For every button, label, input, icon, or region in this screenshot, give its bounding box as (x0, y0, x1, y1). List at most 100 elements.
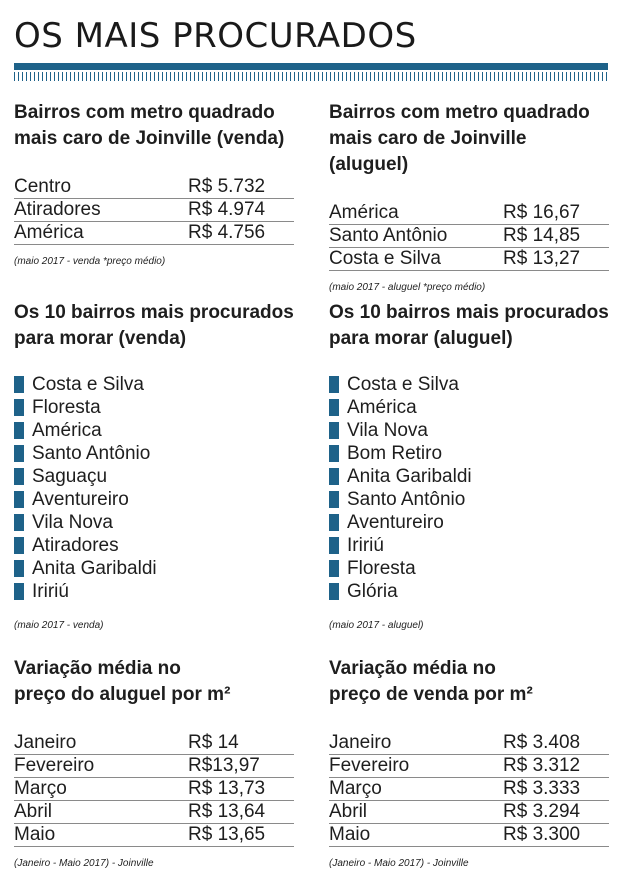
table-row: Abril R$ 13,64 (14, 801, 294, 824)
list-item-label: América (347, 397, 417, 418)
source-note: (Janeiro - Maio 2017) - Joinville (329, 858, 469, 869)
section-title: Bairros com metro quadrado mais caro de … (14, 100, 294, 152)
list-item: Atiradores (14, 534, 294, 557)
section-title-line-1: Os 10 bairros mais procurados (329, 302, 609, 323)
variation-table: Janeiro R$ 3.408 Fevereiro R$ 3.312 Março R… (329, 732, 609, 847)
table-row: Março R$ 3.333 (329, 778, 609, 801)
list-item-label: Glória (347, 581, 398, 602)
square-bullet-icon (329, 560, 339, 577)
list-item: Santo Antônio (329, 488, 609, 511)
square-bullet-icon (14, 583, 24, 600)
price-value: R$ 14,85 (503, 225, 581, 246)
list-item: Floresta (14, 396, 294, 419)
square-bullet-icon (329, 583, 339, 600)
list-item: América (329, 396, 609, 419)
square-bullet-icon (14, 445, 24, 462)
section-title-line-1: Bairros com metro quadrado (14, 102, 275, 123)
month-name: Fevereiro (329, 755, 410, 776)
rent-variation-section: Variação média no preço do aluguel por m… (14, 656, 294, 871)
section-title: Variação média no preço do aluguel por m… (14, 656, 294, 708)
section-title-line-1: Bairros com metro quadrado (329, 102, 590, 123)
table-row: América R$ 16,67 (329, 202, 609, 225)
list-item: Iririú (14, 580, 294, 603)
list-item: Vila Nova (14, 511, 294, 534)
list-item-label: América (32, 420, 102, 441)
price-value: R$ 13,27 (503, 248, 581, 269)
list-item-label: Floresta (347, 558, 416, 579)
list-item-label: Floresta (32, 397, 101, 418)
price-value: R$ 3.333 (503, 778, 581, 799)
sale-variation-section: Variação média no preço de venda por m² … (329, 656, 609, 871)
price-value: R$ 3.300 (503, 824, 581, 845)
square-bullet-icon (329, 514, 339, 531)
list-item: Floresta (329, 557, 609, 580)
table-row: Maio R$ 13,65 (14, 824, 294, 847)
list-item: Aventureiro (329, 511, 609, 534)
square-bullet-icon (14, 376, 24, 393)
price-value: R$ 16,67 (503, 202, 581, 223)
list-item-label: Aventureiro (32, 489, 129, 510)
list-item-label: Iririú (32, 581, 69, 602)
month-name: Abril (329, 801, 368, 822)
list-item: Vila Nova (329, 419, 609, 442)
source-note: (maio 2017 - aluguel *preço médio) (329, 282, 486, 293)
square-bullet-icon (14, 560, 24, 577)
neighborhood-name: Centro (14, 176, 72, 197)
table-row: Março R$ 13,73 (14, 778, 294, 801)
section-title: Os 10 bairros mais procurados para morar… (329, 300, 609, 352)
section-title-line-2: preço do aluguel por m² (14, 684, 231, 705)
ranked-list: Costa e Silva Floresta América Santo Ant… (14, 373, 294, 603)
neighborhood-name: América (329, 202, 399, 223)
sale-price-section: Bairros com metro quadrado mais caro de … (14, 100, 294, 269)
table-row: Atiradores R$ 4.974 (14, 199, 294, 222)
list-item: Glória (329, 580, 609, 603)
section-title-line-2: mais caro de Joinville (aluguel) (329, 128, 527, 175)
list-item-label: Iririú (347, 535, 384, 556)
month-name: Maio (329, 824, 371, 845)
section-title: Bairros com metro quadrado mais caro de … (329, 100, 609, 178)
neighborhood-name: Costa e Silva (329, 248, 441, 269)
list-item-label: Saguaçu (32, 466, 108, 487)
square-bullet-icon (14, 514, 24, 531)
square-bullet-icon (329, 422, 339, 439)
price-table: América R$ 16,67 Santo Antônio R$ 14,85 Co… (329, 202, 609, 271)
source-note: (maio 2017 - aluguel) (329, 620, 424, 631)
source-note: (maio 2017 - venda *preço médio) (14, 256, 166, 267)
title-rule (14, 63, 608, 70)
most-searched-sale-section: Os 10 bairros mais procurados para morar… (14, 300, 294, 633)
price-value: R$ 4.756 (188, 222, 266, 243)
neighborhood-name: Atiradores (14, 199, 101, 220)
price-value: R$ 13,73 (188, 778, 266, 799)
price-value: R$ 3.294 (503, 801, 581, 822)
section-title-line-1: Os 10 bairros mais procurados (14, 302, 294, 323)
price-value: R$ 13,65 (188, 824, 266, 845)
price-value: R$ 5.732 (188, 176, 266, 197)
list-item-label: Costa e Silva (32, 374, 144, 395)
neighborhood-name: Santo Antônio (329, 225, 448, 246)
month-name: Março (329, 778, 382, 799)
list-item: Iririú (329, 534, 609, 557)
list-item: América (14, 419, 294, 442)
month-name: Janeiro (14, 732, 77, 753)
section-title-line-2: preço de venda por m² (329, 684, 533, 705)
square-bullet-icon (14, 491, 24, 508)
list-item-label: Aventureiro (347, 512, 444, 533)
section-title-line-2: mais caro de Joinville (venda) (14, 128, 285, 149)
page-title: OS MAIS PROCURADOS (14, 16, 417, 56)
price-value: R$ 4.974 (188, 199, 266, 220)
title-tick-strip (14, 72, 608, 81)
price-value: R$ 3.312 (503, 755, 581, 776)
price-value: R$ 13,64 (188, 801, 266, 822)
table-row: Santo Antônio R$ 14,85 (329, 225, 609, 248)
table-row: Janeiro R$ 3.408 (329, 732, 609, 755)
price-value: R$ 3.408 (503, 732, 581, 753)
table-row: Costa e Silva R$ 13,27 (329, 248, 609, 271)
neighborhood-name: América (14, 222, 84, 243)
variation-table: Janeiro R$ 14 Fevereiro R$13,97 Março R$ 13… (14, 732, 294, 847)
list-item: Anita Garibaldi (14, 557, 294, 580)
month-name: Fevereiro (14, 755, 95, 776)
section-title-line-2: para morar (aluguel) (329, 328, 513, 349)
table-row: Fevereiro R$ 3.312 (329, 755, 609, 778)
section-title: Os 10 bairros mais procurados para morar… (14, 300, 294, 352)
square-bullet-icon (14, 399, 24, 416)
